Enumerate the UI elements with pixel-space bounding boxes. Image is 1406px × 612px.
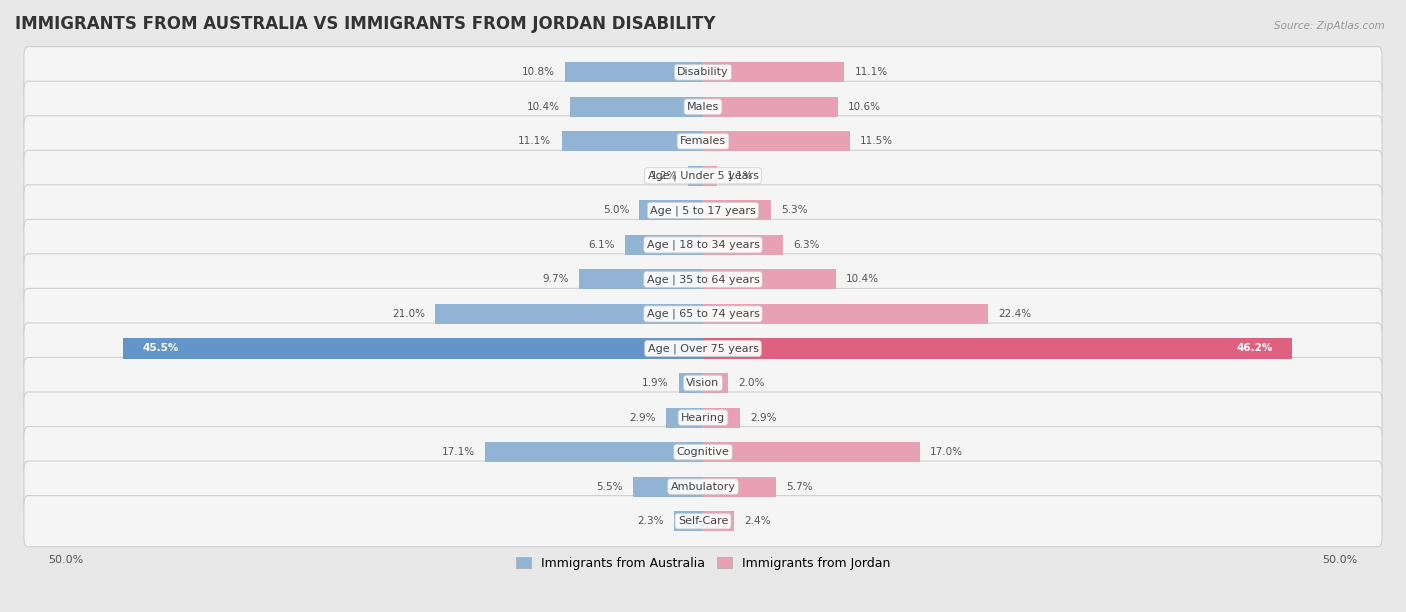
Bar <box>565 62 703 82</box>
Text: 10.8%: 10.8% <box>522 67 555 77</box>
Text: IMMIGRANTS FROM AUSTRALIA VS IMMIGRANTS FROM JORDAN DISABILITY: IMMIGRANTS FROM AUSTRALIA VS IMMIGRANTS … <box>15 15 716 33</box>
FancyBboxPatch shape <box>24 185 1382 236</box>
Bar <box>673 511 703 531</box>
Bar <box>703 235 783 255</box>
Bar <box>703 132 849 151</box>
Bar <box>703 200 770 220</box>
Text: 11.5%: 11.5% <box>859 136 893 146</box>
Text: Source: ZipAtlas.com: Source: ZipAtlas.com <box>1274 21 1385 31</box>
Text: 10.4%: 10.4% <box>527 102 561 112</box>
Text: Self-Care: Self-Care <box>678 516 728 526</box>
Text: 2.3%: 2.3% <box>637 516 664 526</box>
FancyBboxPatch shape <box>24 392 1382 443</box>
FancyBboxPatch shape <box>24 47 1382 98</box>
Text: 10.6%: 10.6% <box>848 102 882 112</box>
Bar <box>579 269 703 289</box>
Text: 21.0%: 21.0% <box>392 309 425 319</box>
Bar <box>688 166 703 186</box>
Text: Age | 65 to 74 years: Age | 65 to 74 years <box>647 308 759 319</box>
Text: 11.1%: 11.1% <box>855 67 887 77</box>
Text: 22.4%: 22.4% <box>998 309 1032 319</box>
Text: 5.3%: 5.3% <box>780 206 807 215</box>
Text: 11.1%: 11.1% <box>519 136 551 146</box>
Text: 2.9%: 2.9% <box>751 412 776 422</box>
Bar <box>703 442 920 462</box>
Bar <box>703 338 1292 359</box>
Text: 10.4%: 10.4% <box>845 274 879 285</box>
Text: Disability: Disability <box>678 67 728 77</box>
Bar <box>703 97 838 117</box>
Text: Age | Over 75 years: Age | Over 75 years <box>648 343 758 354</box>
Text: 2.4%: 2.4% <box>744 516 770 526</box>
FancyBboxPatch shape <box>24 151 1382 201</box>
Bar <box>571 97 703 117</box>
Bar <box>703 62 845 82</box>
Text: 5.0%: 5.0% <box>603 206 628 215</box>
FancyBboxPatch shape <box>24 357 1382 409</box>
Text: Age | Under 5 years: Age | Under 5 years <box>648 171 758 181</box>
FancyBboxPatch shape <box>24 427 1382 477</box>
Text: 45.5%: 45.5% <box>142 343 179 354</box>
Text: Cognitive: Cognitive <box>676 447 730 457</box>
Text: Vision: Vision <box>686 378 720 388</box>
Bar <box>640 200 703 220</box>
Bar <box>703 477 776 496</box>
Bar <box>703 304 988 324</box>
Text: Females: Females <box>681 136 725 146</box>
Text: 46.2%: 46.2% <box>1236 343 1272 354</box>
Bar <box>666 408 703 428</box>
Bar <box>633 477 703 496</box>
Text: Age | 35 to 64 years: Age | 35 to 64 years <box>647 274 759 285</box>
FancyBboxPatch shape <box>24 496 1382 547</box>
Text: 6.1%: 6.1% <box>589 240 614 250</box>
FancyBboxPatch shape <box>24 116 1382 167</box>
FancyBboxPatch shape <box>24 81 1382 132</box>
Bar <box>626 235 703 255</box>
Bar <box>679 373 703 393</box>
Text: 1.1%: 1.1% <box>727 171 754 181</box>
Text: 9.7%: 9.7% <box>543 274 569 285</box>
Legend: Immigrants from Australia, Immigrants from Jordan: Immigrants from Australia, Immigrants fr… <box>510 551 896 575</box>
Text: Age | 5 to 17 years: Age | 5 to 17 years <box>650 205 756 215</box>
Text: 1.2%: 1.2% <box>651 171 678 181</box>
Bar <box>124 338 703 359</box>
FancyBboxPatch shape <box>24 219 1382 271</box>
Text: Hearing: Hearing <box>681 412 725 422</box>
Text: Ambulatory: Ambulatory <box>671 482 735 491</box>
Text: Males: Males <box>688 102 718 112</box>
Text: 2.0%: 2.0% <box>738 378 765 388</box>
Bar <box>703 511 734 531</box>
Text: Age | 18 to 34 years: Age | 18 to 34 years <box>647 240 759 250</box>
Text: 17.1%: 17.1% <box>441 447 475 457</box>
Bar <box>561 132 703 151</box>
Bar <box>485 442 703 462</box>
Text: 5.7%: 5.7% <box>786 482 813 491</box>
FancyBboxPatch shape <box>24 254 1382 305</box>
Text: 2.9%: 2.9% <box>630 412 655 422</box>
Bar <box>703 373 728 393</box>
Bar <box>436 304 703 324</box>
FancyBboxPatch shape <box>24 461 1382 512</box>
Text: 1.9%: 1.9% <box>643 378 669 388</box>
Bar <box>703 166 717 186</box>
FancyBboxPatch shape <box>24 288 1382 340</box>
FancyBboxPatch shape <box>24 323 1382 374</box>
Bar <box>703 408 740 428</box>
Text: 17.0%: 17.0% <box>929 447 963 457</box>
Bar <box>703 269 835 289</box>
Text: 5.5%: 5.5% <box>596 482 623 491</box>
Text: 6.3%: 6.3% <box>793 240 820 250</box>
